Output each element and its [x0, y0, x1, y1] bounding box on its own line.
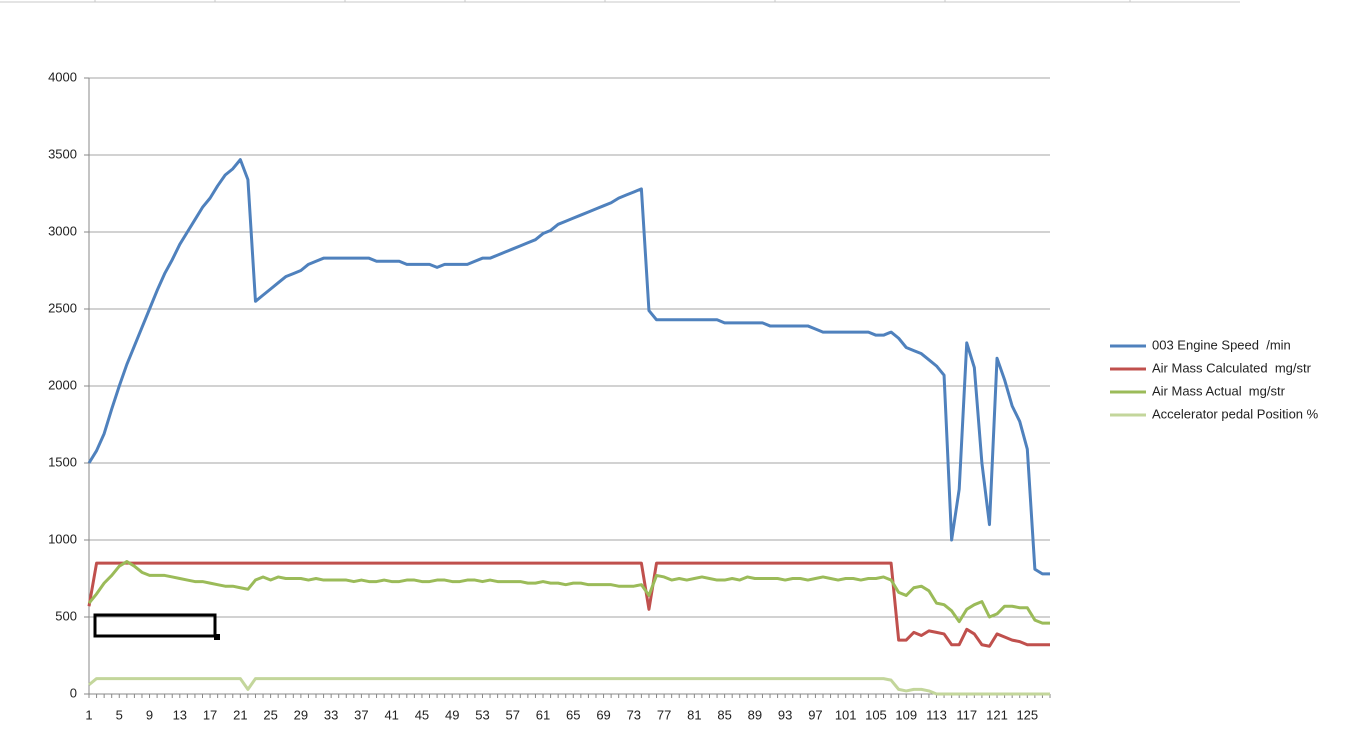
x-tick-label: 17	[203, 707, 217, 722]
y-tick-label: 2500	[48, 300, 77, 315]
x-tick-label: 61	[536, 707, 550, 722]
x-tick-label: 5	[116, 707, 123, 722]
x-tick-label: 1	[85, 707, 92, 722]
legend-label: Air Mass Actual mg/str	[1152, 383, 1286, 398]
x-tick-label: 113	[926, 707, 947, 722]
y-tick-label: 2000	[48, 377, 77, 392]
x-tick-label: 45	[415, 707, 429, 722]
legend-label: 003 Engine Speed /min	[1152, 337, 1291, 352]
series-line	[87, 561, 1050, 648]
x-tick-label: 117	[956, 707, 977, 722]
x-tick-label: 37	[354, 707, 368, 722]
x-tick-label: 57	[506, 707, 520, 722]
y-tick-label: 0	[70, 685, 77, 700]
legend-label: Air Mass Calculated mg/str	[1152, 360, 1312, 375]
x-tick-label: 29	[294, 707, 308, 722]
grid: 0 500 1000 1500 2000 2500 3000 3500 4000 1 5 9 13 17 2…	[48, 69, 1051, 722]
x-tick-label: 97	[808, 707, 822, 722]
x-tick-label: 49	[445, 707, 459, 722]
y-tick-label: 4000	[48, 69, 77, 84]
series-line	[88, 677, 1050, 696]
x-tick-label: 9	[146, 707, 153, 722]
x-tick-label: 109	[895, 707, 917, 722]
x-tick-label: 21	[233, 707, 247, 722]
x-tick-label: 85	[717, 707, 731, 722]
x-tick-label: 121	[986, 707, 1008, 722]
y-tick-label: 3000	[48, 223, 77, 238]
y-tick-label: 1500	[48, 454, 77, 469]
series-line	[87, 158, 1050, 576]
sheet-header	[0, 0, 1240, 3]
series-line	[87, 560, 1050, 625]
x-tick-label: 13	[173, 707, 187, 722]
selection-handle	[214, 634, 220, 640]
plot	[87, 158, 1050, 696]
x-tick-label: 73	[627, 707, 641, 722]
x-tick-label: 53	[475, 707, 489, 722]
x-tick-label: 41	[384, 707, 398, 722]
x-tick-label: 125	[1016, 707, 1038, 722]
y-tick-label: 1000	[48, 531, 77, 546]
x-tick-label: 89	[748, 707, 762, 722]
x-tick-label: 33	[324, 707, 338, 722]
x-tick-label: 25	[263, 707, 277, 722]
x-tick-label: 81	[687, 707, 701, 722]
x-tick-label: 105	[865, 707, 887, 722]
y-tick-label: 3500	[48, 146, 77, 161]
x-tick-label: 77	[657, 707, 671, 722]
x-tick-label: 65	[566, 707, 580, 722]
legend: 003 Engine Speed /min Air Mass Calculated…	[1110, 337, 1319, 421]
selection-box	[93, 613, 217, 638]
y-tick-label: 500	[55, 608, 77, 623]
x-tick-label: 101	[835, 707, 857, 722]
x-tick-label: 93	[778, 707, 792, 722]
x-tick-label: 69	[596, 707, 610, 722]
legend-label: Accelerator pedal Position %	[1152, 406, 1319, 421]
